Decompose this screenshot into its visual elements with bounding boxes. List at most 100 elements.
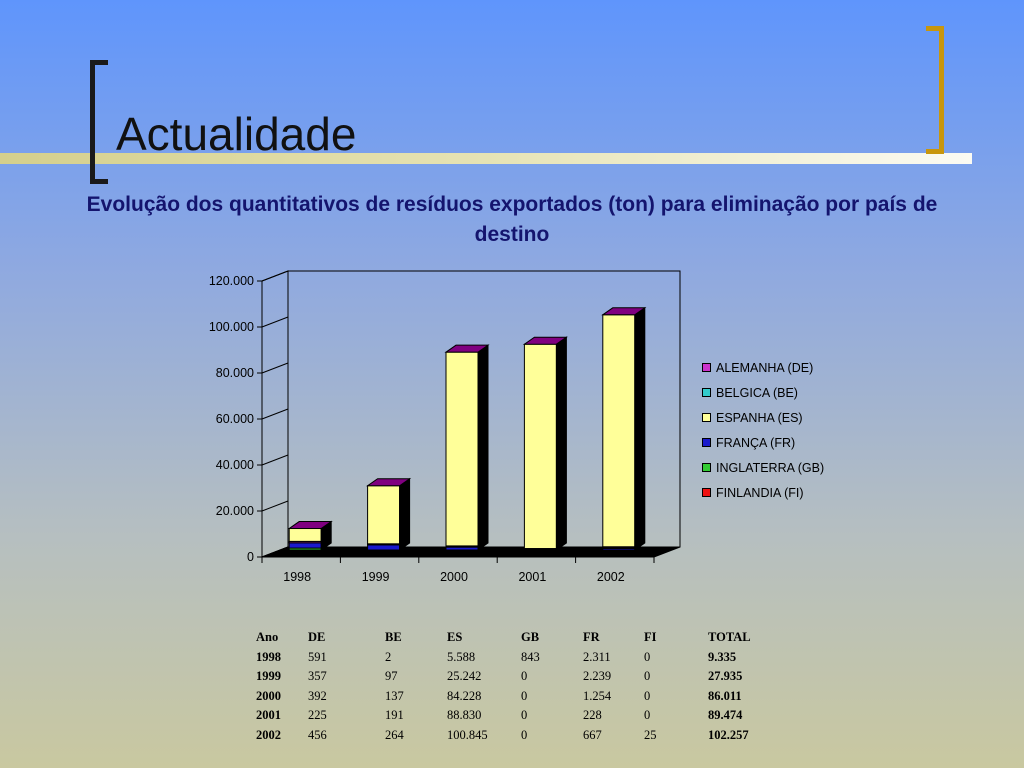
table-body: 1998 591 2 5.588 843 2.311 0 9.335 1999 357 97 25.2…: [256, 650, 778, 748]
chart-subtitle: Evolução dos quantitativos de resíduos e…: [86, 193, 938, 246]
table-cell: 0: [644, 669, 651, 683]
table-cell: 225: [308, 708, 327, 722]
y-gridline-diagonal: [261, 546, 289, 558]
x-tick-label: 2001: [518, 570, 546, 584]
legend-item-es: ESPANHA (ES): [702, 405, 824, 430]
table-cell: 84.228: [447, 688, 482, 703]
table-header-cell: DE: [308, 630, 326, 644]
legend-swatch: [702, 488, 711, 497]
table-header-cell: ES: [447, 630, 463, 644]
bar-segment-fr: [367, 544, 401, 551]
x-tick-label: 2002: [597, 570, 625, 584]
legend-swatch: [702, 413, 711, 422]
table-cell: 0: [644, 649, 651, 664]
y-tick-label: 100.000: [209, 320, 254, 334]
bar-side: [399, 477, 411, 551]
y-gridline-diagonal: [261, 270, 289, 282]
y-tick-label: 0: [247, 550, 254, 564]
table-cell: 5.588: [447, 649, 476, 664]
bar-segment-es: [523, 343, 557, 550]
bar-segment-es: [602, 314, 636, 548]
bar-top: [522, 336, 568, 345]
table-cell: 100.845: [447, 727, 488, 742]
table-row: 1998 591 2 5.588 843 2.311 0 9.335: [256, 650, 778, 670]
bar-top: [601, 307, 647, 316]
y-tick-label: 60.000: [216, 412, 254, 426]
table-cell: 456: [308, 727, 327, 742]
legend-label: FRANÇA (FR): [716, 435, 796, 450]
legend-label: ESPANHA (ES): [716, 410, 803, 425]
table-cell: 667: [583, 727, 602, 742]
bar-side: [555, 336, 567, 551]
table-cell: 2001: [256, 708, 281, 722]
table-cell: 392: [308, 688, 327, 703]
table-row: 2001 225 191 88.830 0 228 0 89.474: [256, 708, 778, 728]
bar-segment-es: [367, 485, 401, 545]
legend-item-fr: FRANÇA (FR): [702, 430, 824, 455]
table-header-cell: FI: [644, 630, 657, 644]
table-cell: 1.254: [583, 688, 612, 703]
table-cell: 1998: [256, 649, 281, 664]
table-cell: 2000: [256, 688, 281, 703]
table-cell: 9.335: [708, 649, 737, 664]
legend-swatch: [702, 363, 711, 372]
legend-label: BELGICA (BE): [716, 385, 798, 400]
table-cell: 0: [521, 708, 528, 722]
table-header-cell: Ano: [256, 630, 279, 644]
y-tick-label: 120.000: [209, 274, 254, 288]
bar-top: [287, 521, 333, 530]
x-tick-label: 2000: [440, 570, 468, 584]
legend-item-fi: FINLANDIA (FI): [702, 480, 824, 505]
slide-title: Actualidade: [116, 108, 357, 160]
bar-top: [366, 478, 412, 487]
legend-swatch: [702, 438, 711, 447]
table-cell: 86.011: [708, 688, 742, 703]
y-gridline-diagonal: [261, 316, 289, 328]
bar-top: [444, 344, 490, 353]
legend-item-de: ALEMANHA (DE): [702, 355, 824, 380]
table-header-row: Ano DE BE ES GB FR FI TOTAL: [256, 630, 778, 650]
bar-segment-fr: [288, 542, 322, 549]
legend-swatch: [702, 388, 711, 397]
table-cell: 1999: [256, 669, 281, 683]
table-cell: 2002: [256, 727, 281, 742]
legend-swatch: [702, 463, 711, 472]
legend-item-be: BELGICA (BE): [702, 380, 824, 405]
table-cell: 357: [308, 669, 327, 683]
y-gridline-diagonal: [261, 500, 289, 512]
table-cell: 25: [644, 727, 657, 742]
table-cell: 0: [521, 669, 528, 683]
bar-side: [634, 306, 646, 551]
table-cell: 27.935: [708, 669, 743, 683]
table-cell: 25.242: [447, 669, 482, 683]
y-gridline-diagonal: [261, 362, 289, 374]
table-cell: 97: [385, 669, 398, 683]
table-cell: 137: [385, 688, 404, 703]
y-tick-label: 80.000: [216, 366, 254, 380]
bar-segment-es: [445, 351, 479, 547]
table-cell: 89.474: [708, 708, 743, 722]
y-gridline-diagonal: [261, 454, 289, 466]
title-underline: [0, 153, 972, 164]
table-cell: 228: [583, 708, 602, 722]
bar-side: [477, 344, 489, 551]
table-cell: 88.830: [447, 708, 482, 722]
table-cell: 0: [644, 688, 651, 703]
table-cell: 102.257: [708, 727, 749, 742]
table-header-cell: FR: [583, 630, 600, 644]
legend-label: FINLANDIA (FI): [716, 485, 804, 500]
table-cell: 0: [521, 727, 528, 742]
table-header-cell: TOTAL: [708, 630, 751, 644]
table-cell: 0: [521, 688, 528, 703]
legend-label: ALEMANHA (DE): [716, 360, 814, 375]
bar-segment-es: [288, 528, 322, 542]
legend-item-gb: INGLATERRA (GB): [702, 455, 824, 480]
legend-label: INGLATERRA (GB): [716, 460, 825, 475]
left-bracket-decoration: [90, 60, 108, 184]
table-row: 2002 456 264 100.845 0 667 25 102.257: [256, 728, 778, 748]
table-cell: 843: [521, 649, 540, 664]
table-row: 2000 392 137 84.228 0 1.254 0 86.011: [256, 689, 778, 709]
table-cell: 591: [308, 649, 327, 664]
table-cell: 2.311: [583, 649, 611, 664]
x-tick-label: 1998: [283, 570, 311, 584]
